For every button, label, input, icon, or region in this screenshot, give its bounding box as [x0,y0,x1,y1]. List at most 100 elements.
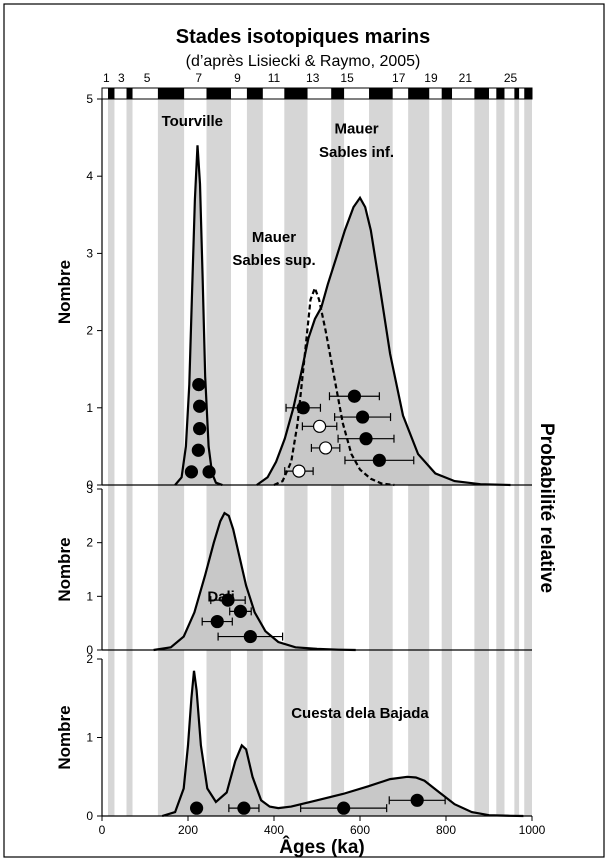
glacial-band-1 [126,99,133,816]
y-tick-label: 2 [86,324,93,338]
y-tick-label: 2 [86,652,93,666]
data-point-open [312,419,327,433]
stage-label: 1 [103,71,110,85]
stage-label: 5 [144,71,151,85]
y-axis-label: Nombre [55,260,74,324]
stage-bar-block-8 [408,88,430,99]
data-point-filled [372,453,386,467]
stage-bar-block-9 [441,88,453,99]
y-tick-label: 1 [86,731,93,745]
glacial-band-10 [474,99,489,816]
x-tick-label: 200 [178,823,198,837]
x-axis: 0 200 400 600 800 1000 [99,816,546,837]
series-line [161,670,524,818]
glacial-band-11 [496,99,505,816]
stage-label: 17 [392,71,406,85]
curve-label: Sables inf. [319,144,394,161]
stage-bar-block-2 [157,88,185,99]
right-axis-label: Probabilité relative [536,423,557,593]
y-tick-label: 1 [86,401,93,415]
y-axis-label: Nombre [55,705,74,769]
data-point-filled [410,793,424,807]
data-point-filled [347,389,362,403]
glacial-band-12 [514,99,520,816]
panel-2: Dali 0 1 2 3 Nombre [55,482,532,657]
x-tick-label: 0 [99,823,106,837]
data-point-filled [359,432,373,446]
data-point-filled [184,465,199,479]
y-tick-label: 0 [86,478,93,492]
data-point-filled [355,410,370,424]
stage-bar-block-0 [108,88,115,99]
y-tick-label: 4 [86,169,93,183]
chart-panels: Tourville Mauer Sables inf. Mauer Sables sup… [55,92,532,823]
y-tick-label: 2 [86,536,93,550]
chart-title: Stades isotopiques marins [176,26,431,48]
data-point-open [319,441,333,455]
stage-label: 15 [340,71,354,85]
curve-label: Cuesta dela Bajada [291,705,429,722]
y-tick-label: 1 [86,589,93,603]
series-fill [256,197,511,486]
curve-label: Mauer [334,121,378,138]
stage-bar-block-11 [496,88,505,99]
curve-label: Dali [207,589,235,606]
stage-label: 11 [268,71,281,85]
y-axis-label: Nombre [55,537,74,601]
stage-label: 13 [306,71,320,85]
data-point-filled [337,801,351,815]
data-point-filled [233,604,248,618]
stage-bar-block-13 [524,88,532,99]
stage-label: 7 [195,71,202,85]
stage-bar-block-1 [126,88,133,99]
x-tick-label: 1000 [519,823,546,837]
stage-bar-block-4 [246,88,263,99]
y-tick-label: 3 [86,482,93,496]
stage-bar-block-7 [369,88,393,99]
data-point-filled [192,378,206,392]
stage-bar-block-10 [474,88,489,99]
series-fill [153,513,356,650]
panel-1: Tourville Mauer Sables inf. Mauer Sables sup… [55,92,532,492]
stage-bar-block-5 [284,88,308,99]
curve-label: Sables sup. [232,252,315,269]
x-tick-label: 800 [436,823,456,837]
mis-stage-labels: 1 3 5 7 9 11 13 15 17 19 21 25 [103,71,518,85]
data-point-filled [190,801,204,815]
series-line [153,511,356,652]
data-point-filled [221,593,235,607]
mis-stage-bar [101,87,533,100]
series-line [256,195,511,487]
chart-subtitle: (d’après Lisiecki & Raymo, 2005) [186,53,421,70]
panel-3: Cuesta dela Bajada 0 1 2 Nombre [55,652,532,823]
stage-bar-block-3 [206,88,231,99]
stage-bar-block-12 [514,88,520,99]
series-fill [175,145,223,486]
stage-label: 3 [118,71,125,85]
glacial-band-13 [524,99,532,816]
x-tick-label: 600 [350,823,370,837]
y-tick-label: 3 [86,246,93,260]
data-point-filled [237,801,251,815]
glacial-band-9 [441,99,453,816]
y-tick-label: 0 [86,643,93,657]
data-point-filled [193,422,207,436]
stage-label: 25 [504,71,518,85]
data-point-filled [191,443,205,457]
stage-label: 21 [459,71,473,85]
glacial-band-0 [108,99,115,816]
series-line [273,284,395,487]
curve-label: Tourville [162,113,223,130]
curve-label: Mauer [252,229,296,246]
data-point-filled [296,401,310,415]
data-point-filled [243,629,257,644]
glacial-band-2 [157,99,185,816]
data-point-open [292,464,306,478]
stage-bar-block-6 [331,88,345,99]
y-tick-label: 0 [86,809,93,823]
data-point-filled [193,399,207,413]
x-axis-label: Âges (ka) [279,836,365,858]
stage-label: 9 [234,71,241,85]
stage-label: 19 [424,71,438,85]
